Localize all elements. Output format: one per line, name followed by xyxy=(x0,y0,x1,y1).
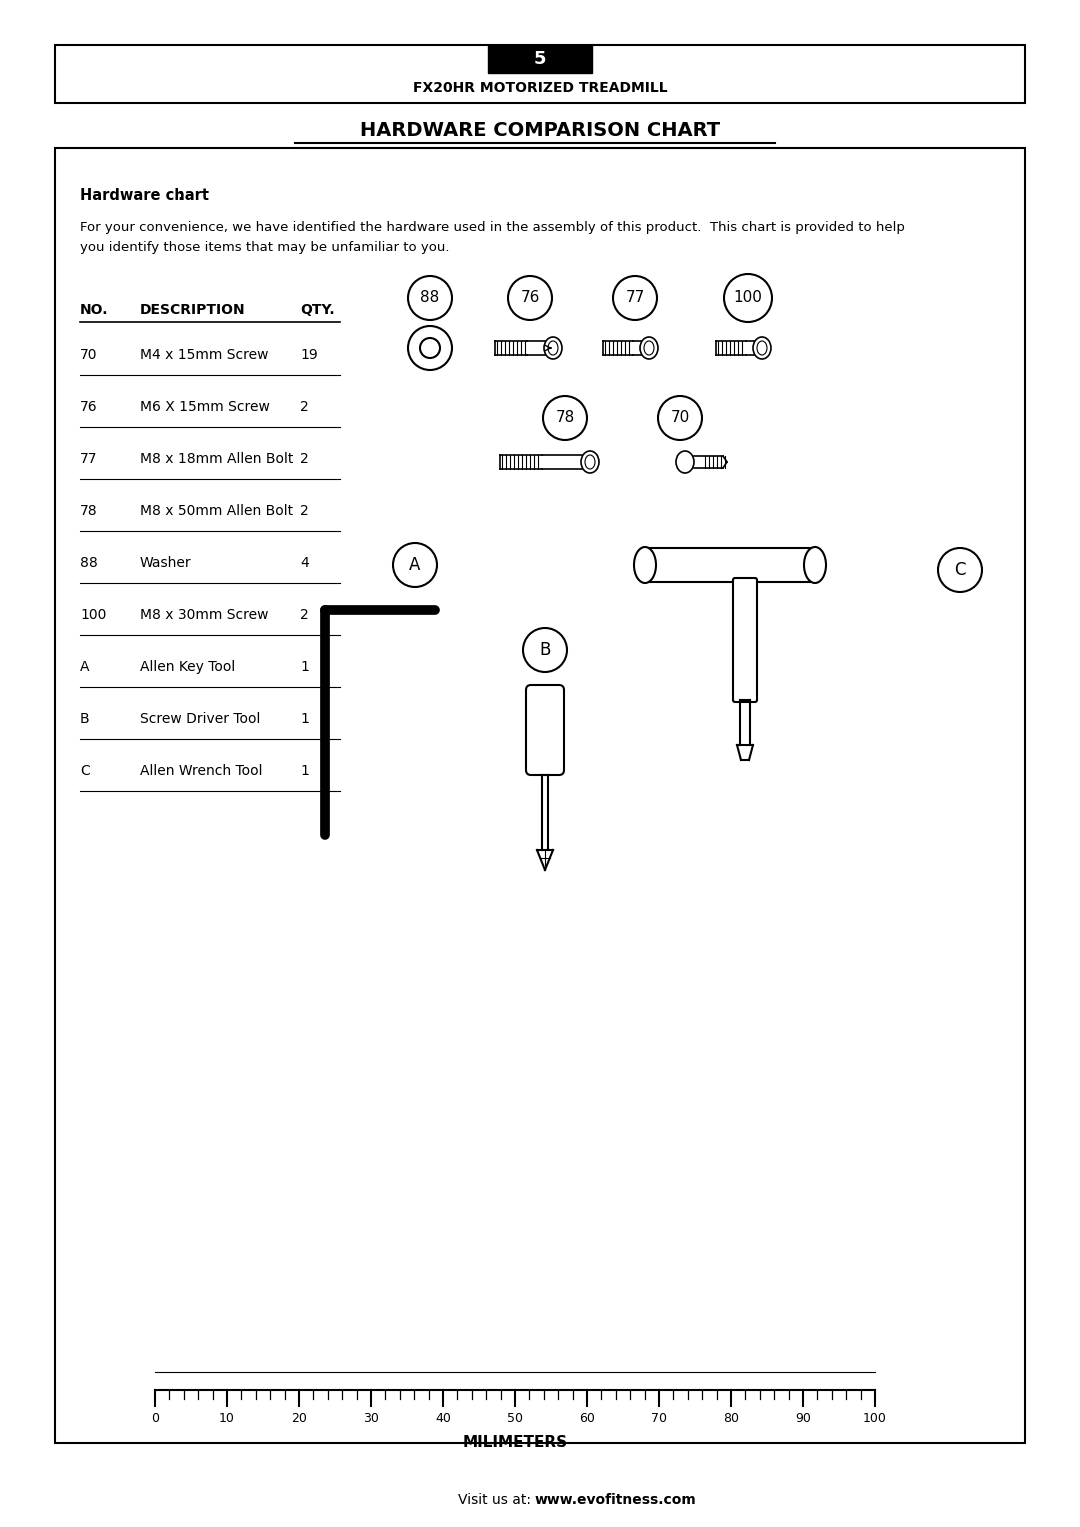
Text: NO.: NO. xyxy=(80,302,108,318)
Text: 78: 78 xyxy=(80,504,97,518)
Text: A: A xyxy=(80,660,90,673)
Text: 76: 76 xyxy=(521,290,540,305)
Text: 10: 10 xyxy=(219,1412,235,1425)
Text: 60: 60 xyxy=(579,1412,595,1425)
Text: Screw Driver Tool: Screw Driver Tool xyxy=(140,712,260,725)
Text: C: C xyxy=(80,764,90,777)
Text: :: : xyxy=(177,188,183,203)
Bar xyxy=(55,148,1025,1443)
FancyBboxPatch shape xyxy=(733,579,757,702)
Text: For your convenience, we have identified the hardware used in the assembly of th: For your convenience, we have identified… xyxy=(80,221,905,235)
Text: 70: 70 xyxy=(671,411,690,426)
Text: 50: 50 xyxy=(507,1412,523,1425)
Text: HARDWARE COMPARISON CHART: HARDWARE COMPARISON CHART xyxy=(360,121,720,139)
Text: 40: 40 xyxy=(435,1412,451,1425)
Text: Allen Key Tool: Allen Key Tool xyxy=(140,660,235,673)
Text: DESCRIPTION: DESCRIPTION xyxy=(140,302,245,318)
Ellipse shape xyxy=(804,547,826,583)
Text: MILIMETERS: MILIMETERS xyxy=(462,1435,568,1451)
Text: C: C xyxy=(955,560,966,579)
Text: 70: 70 xyxy=(80,348,97,362)
Text: 76: 76 xyxy=(80,400,97,414)
Text: 30: 30 xyxy=(363,1412,379,1425)
Text: 77: 77 xyxy=(625,290,645,305)
Text: 0: 0 xyxy=(151,1412,159,1425)
Text: M6 X 15mm Screw: M6 X 15mm Screw xyxy=(140,400,270,414)
Text: 100: 100 xyxy=(863,1412,887,1425)
FancyBboxPatch shape xyxy=(643,548,816,582)
Text: M8 x 18mm Allen Bolt: M8 x 18mm Allen Bolt xyxy=(140,452,294,466)
Text: 4: 4 xyxy=(300,556,309,570)
Text: 19: 19 xyxy=(300,348,318,362)
Bar xyxy=(488,44,592,73)
Text: 5: 5 xyxy=(534,50,546,69)
Text: M4 x 15mm Screw: M4 x 15mm Screw xyxy=(140,348,269,362)
Text: 100: 100 xyxy=(80,608,106,621)
Text: FX20HR MOTORIZED TREADMILL: FX20HR MOTORIZED TREADMILL xyxy=(413,81,667,95)
Text: 90: 90 xyxy=(795,1412,811,1425)
Text: B: B xyxy=(80,712,90,725)
Text: 20: 20 xyxy=(292,1412,307,1425)
FancyBboxPatch shape xyxy=(526,686,564,776)
Text: 1: 1 xyxy=(300,660,309,673)
Text: Washer: Washer xyxy=(140,556,191,570)
Ellipse shape xyxy=(676,450,694,473)
Text: 2: 2 xyxy=(300,400,309,414)
Text: QTY.: QTY. xyxy=(300,302,335,318)
Bar xyxy=(55,44,1025,102)
Text: www.evofitness.com: www.evofitness.com xyxy=(535,1493,697,1507)
Text: Allen Wrench Tool: Allen Wrench Tool xyxy=(140,764,262,777)
Ellipse shape xyxy=(581,450,599,473)
Text: 88: 88 xyxy=(420,290,440,305)
Text: 2: 2 xyxy=(300,504,309,518)
Text: 78: 78 xyxy=(555,411,575,426)
Text: 100: 100 xyxy=(733,290,762,305)
Ellipse shape xyxy=(634,547,656,583)
Text: 2: 2 xyxy=(300,452,309,466)
Text: 88: 88 xyxy=(80,556,98,570)
Text: B: B xyxy=(539,641,551,660)
Text: you identify those items that may be unfamiliar to you.: you identify those items that may be unf… xyxy=(80,241,449,255)
Ellipse shape xyxy=(544,337,562,359)
Text: M8 x 30mm Screw: M8 x 30mm Screw xyxy=(140,608,269,621)
Text: 77: 77 xyxy=(80,452,97,466)
Text: Visit us at:: Visit us at: xyxy=(458,1493,535,1507)
Text: 70: 70 xyxy=(651,1412,667,1425)
Text: 1: 1 xyxy=(300,764,309,777)
Ellipse shape xyxy=(640,337,658,359)
Text: 2: 2 xyxy=(300,608,309,621)
Ellipse shape xyxy=(753,337,771,359)
Text: M8 x 50mm Allen Bolt: M8 x 50mm Allen Bolt xyxy=(140,504,293,518)
Text: A: A xyxy=(409,556,421,574)
Text: 1: 1 xyxy=(300,712,309,725)
Text: Hardware chart: Hardware chart xyxy=(80,188,210,203)
Text: 80: 80 xyxy=(723,1412,739,1425)
